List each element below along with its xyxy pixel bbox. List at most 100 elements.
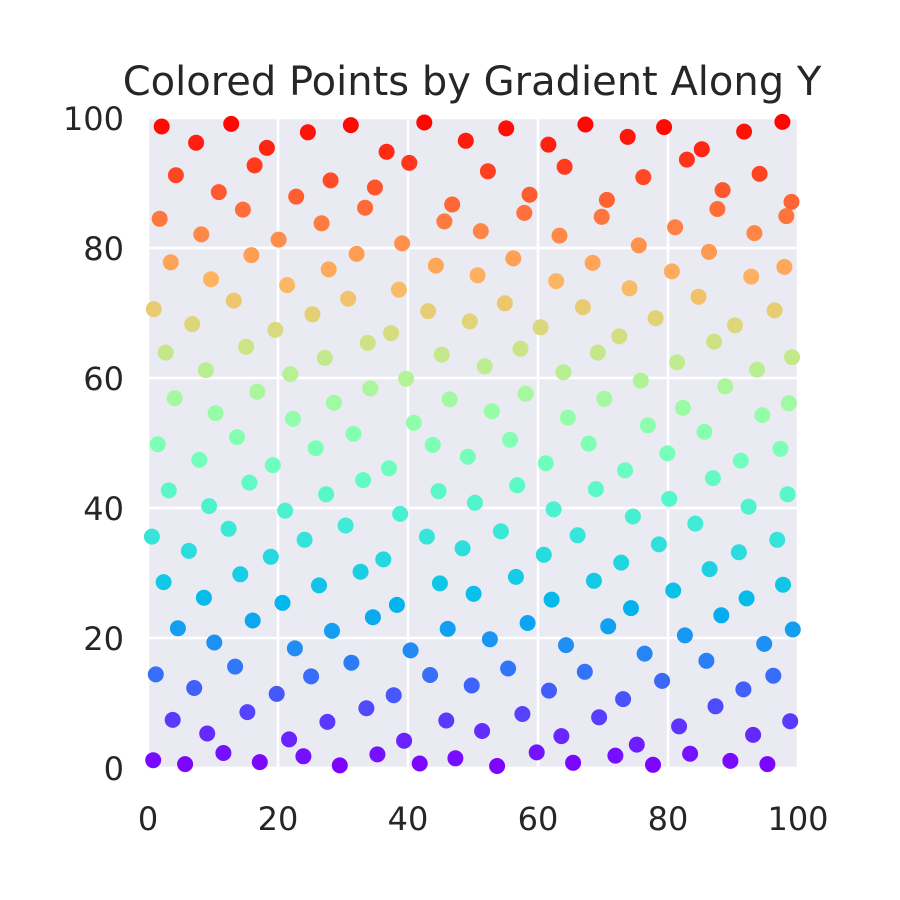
scatter-point <box>331 757 348 774</box>
scatter-point <box>383 325 400 342</box>
scatter-point <box>394 235 411 252</box>
scatter-point <box>704 470 721 487</box>
scatter-point <box>746 225 763 242</box>
scatter-point <box>756 635 773 652</box>
scatter-point <box>232 566 249 583</box>
scatter-point <box>551 227 568 244</box>
scatter-point <box>532 319 549 336</box>
scatter-point <box>184 316 201 333</box>
scatter-point <box>325 394 342 411</box>
scatter-point <box>279 277 296 294</box>
scatter-point <box>155 574 172 591</box>
scatter-point <box>714 182 731 199</box>
scatter-point <box>244 612 261 629</box>
scatter-point <box>545 501 562 518</box>
scatter-point <box>201 498 218 515</box>
scatter-point <box>635 169 652 186</box>
scatter-point <box>779 486 796 503</box>
scatter-point <box>284 410 301 427</box>
scatter-point <box>730 544 747 561</box>
scatter-point <box>199 725 216 742</box>
scatter-point <box>783 193 800 210</box>
scatter-point <box>167 167 184 184</box>
scatter-point <box>784 349 801 366</box>
scatter-point <box>188 134 205 151</box>
scatter-point <box>401 154 418 171</box>
x-tick-label: 0 <box>138 800 158 838</box>
scatter-point <box>416 114 433 131</box>
scatter-point <box>738 590 755 607</box>
scatter-point <box>234 201 251 218</box>
scatter-point <box>621 280 638 297</box>
scatter-point <box>342 117 359 134</box>
scatter-point <box>727 317 743 334</box>
scatter-point <box>454 540 471 557</box>
scatter-point <box>381 460 398 477</box>
y-tick-label: 0 <box>104 750 124 788</box>
scatter-point <box>304 306 321 323</box>
scatter-point <box>345 425 362 442</box>
scatter-point <box>505 250 522 267</box>
scatter-point <box>600 618 617 635</box>
scatter-point <box>659 445 676 462</box>
scatter-point <box>687 515 704 532</box>
scatter-point <box>162 254 179 271</box>
scatter-point <box>238 338 255 355</box>
plot-area <box>148 118 798 768</box>
scatter-point <box>145 752 162 769</box>
scatter-point <box>270 231 287 248</box>
scatter-point <box>264 457 281 474</box>
scatter-point <box>500 660 517 677</box>
scatter-point <box>153 118 170 135</box>
scatter-point <box>665 582 682 599</box>
scatter-point <box>514 706 531 722</box>
scatter-point <box>210 184 227 201</box>
scatter-point <box>596 390 613 407</box>
x-axis-ticks: 0 20 40 60 80 100 <box>138 800 829 838</box>
scatter-point <box>535 546 552 563</box>
scatter-point <box>690 288 707 305</box>
scatter-point <box>149 436 166 453</box>
scatter-point <box>229 429 245 446</box>
scatter-point <box>674 399 691 416</box>
scatter-point <box>749 361 766 378</box>
scatter-point <box>239 704 256 721</box>
scatter-point <box>457 132 474 149</box>
scatter-point <box>225 292 242 309</box>
scatter-point <box>558 637 574 654</box>
scatter-point <box>436 213 453 230</box>
scatter-point <box>251 754 268 771</box>
scatter-point <box>661 490 678 507</box>
scatter-point <box>774 113 791 130</box>
scatter-point <box>751 165 768 182</box>
scatter-point <box>502 431 519 448</box>
scatter-point <box>615 691 632 708</box>
scatter-point <box>778 208 795 225</box>
scatter-point <box>316 349 333 366</box>
scatter-point <box>483 403 500 420</box>
scatter-point <box>619 128 636 145</box>
scatter-point <box>277 502 294 519</box>
scatter-point <box>465 585 482 602</box>
scatter-point <box>282 366 299 383</box>
scatter-point <box>713 607 730 624</box>
scatter-point <box>268 685 285 702</box>
scatter-point <box>498 120 515 137</box>
scatter-point <box>623 600 639 617</box>
scatter-point <box>574 299 591 316</box>
scatter-point <box>671 718 688 735</box>
scatter-point <box>598 191 615 208</box>
scatter-point <box>754 407 771 424</box>
scatter-point <box>516 204 533 221</box>
scatter-point <box>348 245 365 262</box>
scatter-point <box>479 163 496 180</box>
scatter-point <box>576 663 593 680</box>
y-tick-label: 40 <box>83 490 124 528</box>
scatter-point <box>318 486 335 503</box>
scatter-point <box>396 732 413 749</box>
scatter-point <box>340 290 357 307</box>
scatter-point <box>164 711 181 728</box>
scatter-point <box>663 263 680 280</box>
scatter-point <box>343 654 360 671</box>
